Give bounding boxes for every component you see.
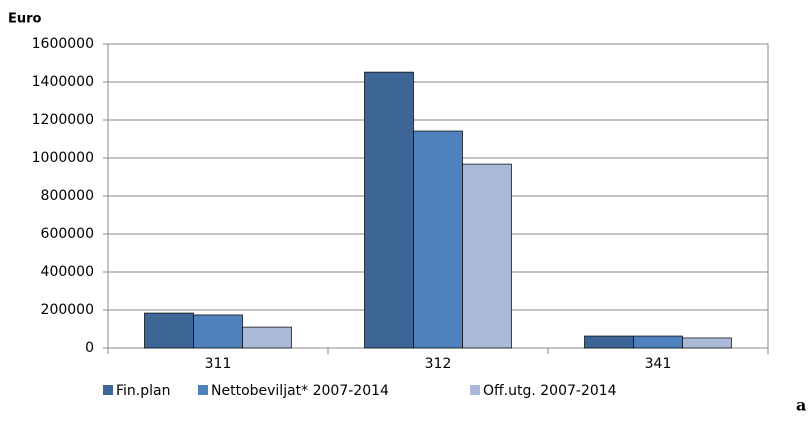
y-tick-label: 800000: [41, 188, 94, 204]
y-tick-label: 1000000: [32, 150, 94, 166]
y-axis-label: Euro: [8, 12, 42, 27]
legend-label: Nettobeviljat* 2007-2014: [211, 383, 389, 399]
y-tick-label: 600000: [41, 226, 94, 242]
y-tick-label: 1600000: [32, 36, 94, 52]
y-tick-label: 0: [85, 340, 94, 356]
bar: [682, 337, 732, 349]
bar: [144, 312, 194, 349]
legend-swatch: [470, 385, 480, 395]
legend-label: Fin.plan: [116, 383, 170, 399]
y-tick-label: 400000: [41, 264, 94, 280]
bar: [584, 335, 634, 349]
bar: [242, 326, 292, 349]
x-tick-label: 312: [425, 356, 452, 372]
bar: [633, 335, 683, 349]
annotation: a: [796, 396, 806, 415]
bar: [364, 71, 414, 349]
bar: [193, 314, 243, 349]
x-tick-label: 311: [205, 356, 232, 372]
legend-swatch: [198, 385, 208, 395]
bar: [413, 130, 463, 349]
bar: [462, 163, 512, 349]
y-tick-label: 1200000: [32, 112, 94, 128]
legend-swatch: [103, 385, 113, 395]
y-tick-label: 1400000: [32, 74, 94, 90]
x-tick-label: 341: [645, 356, 672, 372]
y-tick-label: 200000: [41, 302, 94, 318]
legend-label: Off.utg. 2007-2014: [483, 383, 617, 399]
